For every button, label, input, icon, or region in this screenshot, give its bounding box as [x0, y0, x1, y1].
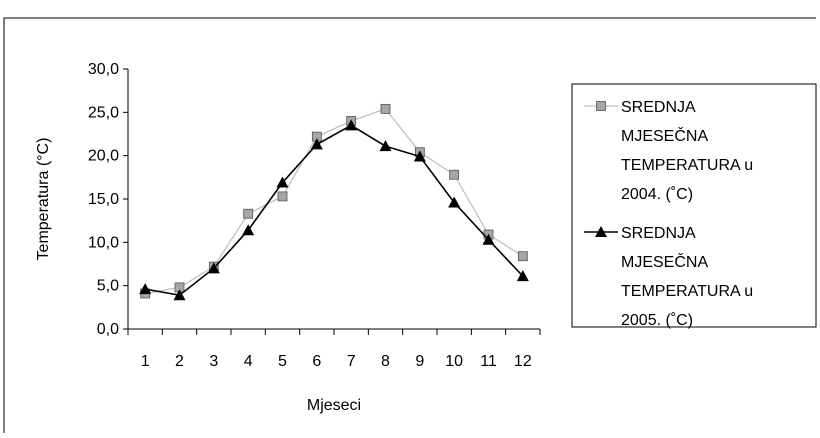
series-2-point — [207, 262, 220, 274]
legend-swatch-marker — [595, 226, 607, 237]
x-tick-label: 11 — [480, 353, 497, 370]
series-1-line — [145, 108, 524, 295]
x-tick-label: 9 — [415, 353, 424, 370]
legend-swatch-marker — [596, 101, 606, 111]
series-1 — [140, 103, 528, 299]
series-2-point — [379, 140, 392, 152]
series-2-point — [482, 233, 495, 245]
series-1-point — [277, 191, 288, 202]
y-tick-label: 5,0 — [97, 278, 119, 295]
legend-label-line: SREDNJA — [621, 225, 696, 242]
series-1-point — [517, 251, 528, 262]
series-layer — [139, 103, 529, 301]
series-1-point — [449, 169, 460, 180]
series-1-point — [380, 103, 391, 114]
y-tick-label: 15,0 — [88, 191, 119, 208]
chart-frame — [3, 17, 816, 433]
x-tick-label: 12 — [514, 353, 532, 370]
legend-label-line: TEMPERATURA u — [621, 283, 753, 300]
y-axis-title: Temperatura (°C) — [35, 138, 52, 261]
legend-entry-2: SREDNJA MJESEČNA TEMPERATURA u 2005. (˚C) — [584, 225, 753, 329]
legend-label-line: MJESEČNA — [621, 126, 708, 145]
x-tick-label: 4 — [244, 353, 253, 370]
series-2-point — [276, 176, 289, 188]
legend-label-line: TEMPERATURA u — [621, 157, 753, 174]
x-tick-label: 3 — [209, 353, 218, 370]
y-tick-label: 25,0 — [88, 104, 119, 121]
x-tick-label: 7 — [347, 353, 356, 370]
legend-label-line: MJESEČNA — [621, 252, 708, 271]
legend-box — [571, 83, 817, 328]
legend-label-line: 2004. (˚C) — [621, 186, 693, 203]
x-tick-label: 6 — [312, 353, 321, 370]
series-2-point — [310, 138, 323, 150]
series-2-point — [139, 283, 152, 295]
y-tick-label: 0,0 — [97, 321, 119, 338]
series-2-point — [173, 289, 186, 301]
y-tick-label: 10,0 — [88, 234, 119, 251]
y-axis-ticks: 0,0 5,0 10,0 15,0 20,0 25,0 30,0 — [88, 61, 128, 338]
x-tick-label: 5 — [278, 353, 287, 370]
legend-label-line: SREDNJA — [621, 99, 696, 116]
x-tick-label: 10 — [445, 353, 463, 370]
series-2-point — [242, 224, 255, 236]
y-tick-label: 20,0 — [88, 148, 119, 165]
series-2-point — [516, 270, 529, 282]
series-2-point — [448, 196, 461, 208]
series-2-point — [345, 119, 358, 131]
x-tick-label: 1 — [141, 353, 150, 370]
x-axis-ticks: 1 2 3 4 5 6 7 8 9 10 11 12 — [127, 329, 541, 370]
x-tick-label: 8 — [381, 353, 390, 370]
legend-entry-1: SREDNJA MJESEČNA TEMPERATURA u 2004. (˚C) — [584, 99, 753, 203]
x-tick-label: 2 — [175, 353, 184, 370]
x-axis-title: Mjeseci — [307, 397, 361, 414]
y-tick-label: 30,0 — [88, 61, 119, 78]
series-2-line — [145, 124, 524, 297]
series-1-point — [243, 208, 254, 219]
series-2 — [139, 119, 529, 301]
legend-label-line: 2005. (˚C) — [621, 312, 693, 329]
series-2-point — [413, 150, 426, 162]
